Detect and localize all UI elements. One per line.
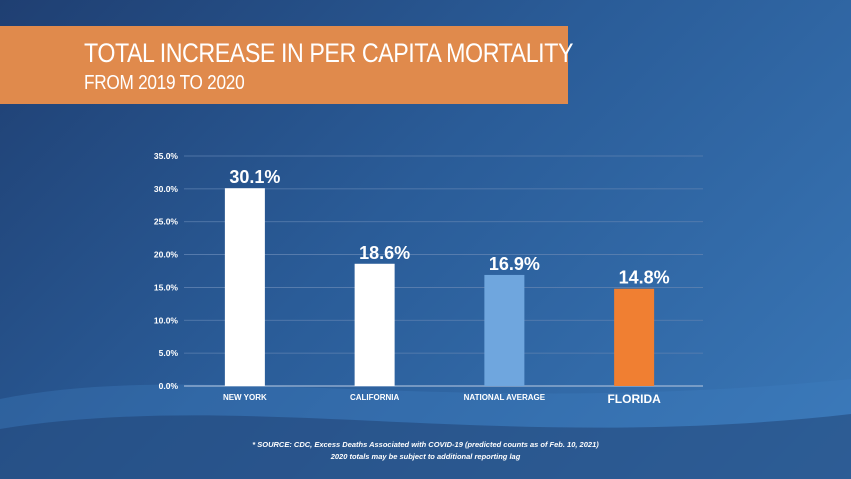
- y-tick-label: 35.0%: [154, 151, 179, 161]
- y-tick-label: 5.0%: [159, 348, 179, 358]
- data-label: 30.1%: [229, 167, 280, 187]
- chart-title: TOTAL INCREASE IN PER CAPITA MORTALITY: [84, 38, 574, 68]
- bar: [484, 274, 525, 386]
- x-tick-label: CALIFORNIA: [350, 393, 400, 402]
- y-tick-label: 15.0%: [154, 282, 179, 292]
- bar: [354, 263, 395, 386]
- x-tick-label: NEW YORK: [223, 393, 267, 402]
- bar: [614, 288, 655, 386]
- x-tick-label: FLORIDA: [607, 392, 661, 406]
- y-tick-label: 0.0%: [159, 381, 179, 391]
- data-label: 14.8%: [619, 268, 670, 288]
- x-tick-label: NATIONAL AVERAGE: [464, 393, 546, 402]
- source-note: * SOURCE: CDC, Excess Deaths Associated …: [252, 440, 599, 449]
- reporting-lag-note: 2020 totals may be subject to additional…: [330, 452, 521, 461]
- background-wave: [0, 379, 851, 479]
- data-label: 18.6%: [359, 243, 410, 263]
- y-tick-label: 30.0%: [154, 184, 179, 194]
- y-tick-label: 20.0%: [154, 250, 179, 260]
- y-tick-label: 10.0%: [154, 315, 179, 325]
- bar: [224, 188, 265, 386]
- title-banner: TOTAL INCREASE IN PER CAPITA MORTALITY F…: [0, 26, 573, 104]
- data-label: 16.9%: [489, 254, 540, 274]
- chart-subtitle: FROM 2019 TO 2020: [84, 72, 245, 94]
- y-tick-label: 25.0%: [154, 217, 179, 227]
